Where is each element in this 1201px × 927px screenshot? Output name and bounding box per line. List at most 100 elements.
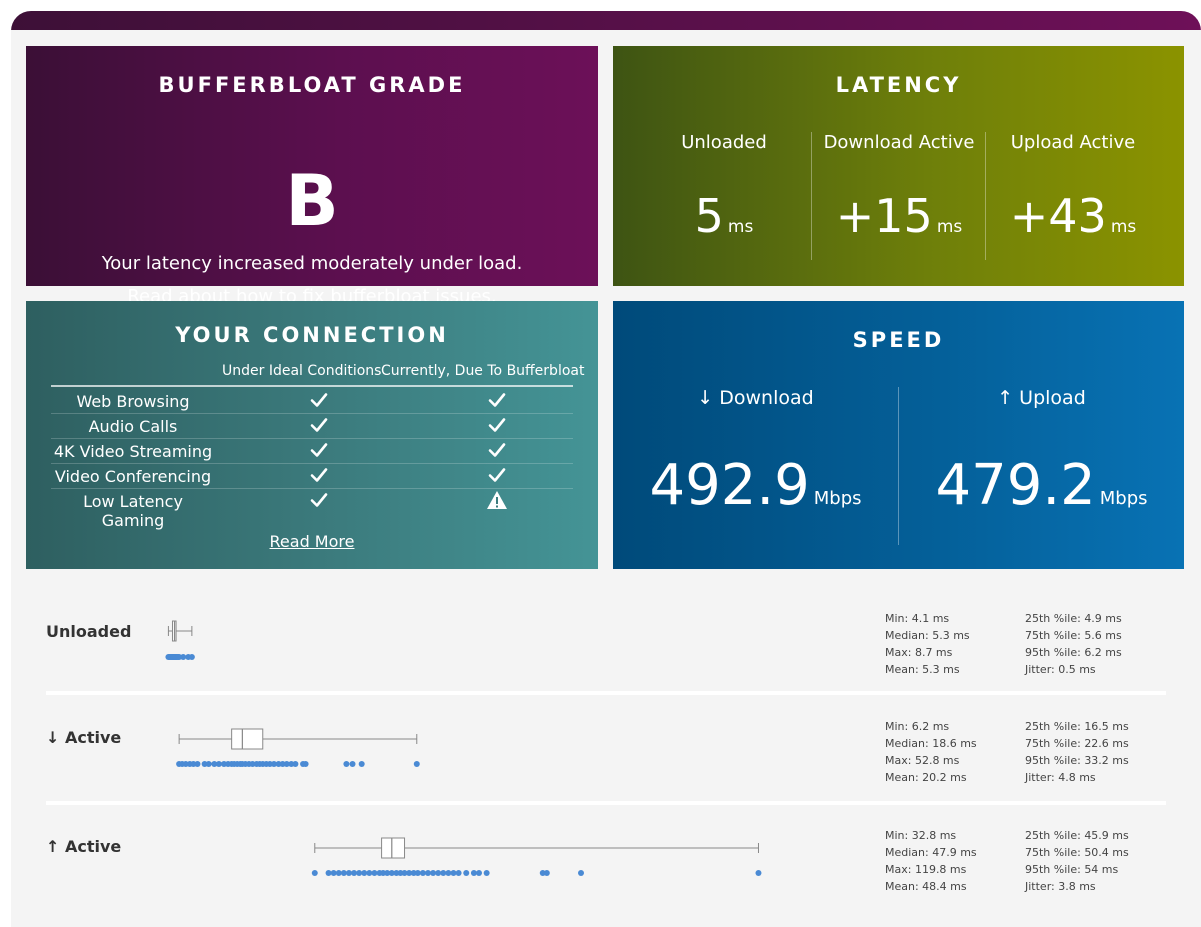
latency-sample-dot <box>388 870 395 876</box>
connection-row: Audio Calls <box>51 414 573 439</box>
latency-sample-dot <box>361 870 368 876</box>
connection-row-label: Video Conferencing <box>54 467 212 486</box>
latency-sample-dot <box>188 654 195 660</box>
connection-header-divider <box>51 385 573 387</box>
stat-p95: 95th %ile: 54 ms <box>1025 863 1119 876</box>
latency-upload-label: Upload Active <box>1010 132 1136 153</box>
latency-download-value-row: +15 ms <box>812 189 986 243</box>
stat-jitter: Jitter: 4.8 ms <box>1025 771 1096 784</box>
read-more-link[interactable]: Read More <box>269 532 355 551</box>
grade-title: BUFFERBLOAT GRADE <box>158 73 466 97</box>
latency-sample-dot <box>413 761 420 767</box>
latency-sample-dot <box>194 761 201 767</box>
dist-label-upload-active: ↑ Active <box>46 837 122 856</box>
latency-sample-dot <box>435 870 442 876</box>
latency-sample-dot <box>425 870 431 876</box>
latency-download-unit: ms <box>936 217 963 237</box>
latency-sample-dot <box>483 870 490 876</box>
speed-title: SPEED <box>852 328 945 352</box>
latency-sample-dot <box>330 870 337 876</box>
latency-sample-dot <box>463 870 470 876</box>
latency-sample-dot <box>450 870 457 876</box>
latency-sample-dot <box>455 870 462 876</box>
latency-sample-dot <box>440 870 447 876</box>
stat-mean: Mean: 5.3 ms <box>885 663 960 676</box>
checkmark-icon <box>307 465 331 489</box>
stats-left-upload-active: Min: 32.8 ms Median: 47.9 ms Max: 119.8 … <box>885 827 977 895</box>
stats-left-unloaded: Min: 4.1 ms Median: 5.3 ms Max: 8.7 ms M… <box>885 610 970 678</box>
your-connection-card: YOUR CONNECTION Under Ideal Conditions C… <box>26 301 598 569</box>
stat-min: Min: 6.2 ms <box>885 720 950 733</box>
latency-sample-dot <box>340 870 347 876</box>
connection-row: Web Browsing <box>51 389 573 414</box>
stat-mean: Mean: 48.4 ms <box>885 880 967 893</box>
latency-sample-dot <box>211 761 218 767</box>
checkmark-icon <box>307 440 331 464</box>
distribution-row <box>176 728 420 767</box>
checkmark-icon <box>307 390 331 414</box>
connection-row: Video Conferencing <box>51 464 573 489</box>
stat-p25: 25th %ile: 16.5 ms <box>1025 720 1129 733</box>
checkmark-icon <box>485 440 509 464</box>
latency-sample-dot <box>283 761 290 767</box>
latency-sample-dot <box>755 870 762 876</box>
latency-sample-dot <box>543 870 550 876</box>
latency-sample-dot <box>470 870 477 876</box>
warning-icon <box>485 490 509 514</box>
dist-label-download-active: ↓ Active <box>46 728 122 747</box>
stat-median: Median: 5.3 ms <box>885 629 970 642</box>
read-more-row: Read More <box>26 532 598 551</box>
stat-jitter: Jitter: 3.8 ms <box>1025 880 1096 893</box>
stat-median: Median: 47.9 ms <box>885 846 977 859</box>
latency-sample-dot <box>215 761 222 767</box>
latency-sample-dot <box>356 870 363 876</box>
latency-sample-dot <box>343 761 350 767</box>
top-banner <box>11 11 1201 33</box>
header-ideal-conditions: Under Ideal Conditions <box>222 363 382 379</box>
stat-p95: 95th %ile: 6.2 ms <box>1025 646 1122 659</box>
latency-sample-dot <box>270 761 277 767</box>
connection-title: YOUR CONNECTION <box>175 323 449 347</box>
latency-unloaded-label: Unloaded <box>681 132 767 153</box>
latency-unloaded: Unloaded 5 ms <box>637 132 811 262</box>
download-unit: Mbps <box>813 488 862 509</box>
stats-right-unloaded: 25th %ile: 4.9 ms 75th %ile: 5.6 ms 95th… <box>1025 610 1122 678</box>
latency-card: LATENCY Unloaded 5 ms Download Active +15… <box>613 46 1184 286</box>
latency-download-value: +15 <box>835 189 933 243</box>
stat-p75: 75th %ile: 22.6 ms <box>1025 737 1129 750</box>
connection-row-label: 4K Video Streaming <box>53 442 213 461</box>
latency-sample-dot <box>302 761 309 767</box>
latency-sample-dot <box>406 870 413 876</box>
checkmark-icon <box>307 415 331 439</box>
stat-p75: 75th %ile: 50.4 ms <box>1025 846 1129 859</box>
latency-unloaded-unit: ms <box>727 217 754 237</box>
connection-row: 4K Video Streaming <box>51 439 573 464</box>
stat-p95: 95th %ile: 33.2 ms <box>1025 754 1129 767</box>
latency-divider <box>811 132 812 260</box>
latency-sample-dot <box>325 870 332 876</box>
upload-label: ↑ Upload <box>997 387 1086 409</box>
download-value: 492.9 <box>649 453 810 518</box>
checkmark-icon <box>485 390 509 414</box>
stat-max: Max: 119.8 ms <box>885 863 967 876</box>
iqr-box <box>231 728 264 750</box>
upload-value-row: 479.2 Mbps <box>899 453 1184 518</box>
download-label: ↓ Download <box>697 387 814 409</box>
latency-unloaded-value-row: 5 ms <box>637 189 811 243</box>
connection-row-label: Audio Calls <box>88 417 178 436</box>
stats-right-upload-active: 25th %ile: 45.9 ms 75th %ile: 50.4 ms 95… <box>1025 827 1129 895</box>
latency-sample-dot <box>180 654 187 660</box>
latency-unloaded-value: 5 <box>694 189 724 243</box>
distribution-row <box>165 620 195 660</box>
latency-sample-dot <box>401 870 408 876</box>
stats-right-download-active: 25th %ile: 16.5 ms 75th %ile: 22.6 ms 95… <box>1025 718 1129 786</box>
download-value-row: 492.9 Mbps <box>613 453 898 518</box>
latency-sample-dot <box>345 870 352 876</box>
latency-upload-value: +43 <box>1009 189 1107 243</box>
upload-unit: Mbps <box>1099 488 1148 509</box>
header-current-conditions: Currently, Due To Bufferbloat <box>381 363 585 379</box>
stat-min: Min: 32.8 ms <box>885 829 957 842</box>
stat-p75: 75th %ile: 5.6 ms <box>1025 629 1122 642</box>
stat-median: Median: 18.6 ms <box>885 737 977 750</box>
